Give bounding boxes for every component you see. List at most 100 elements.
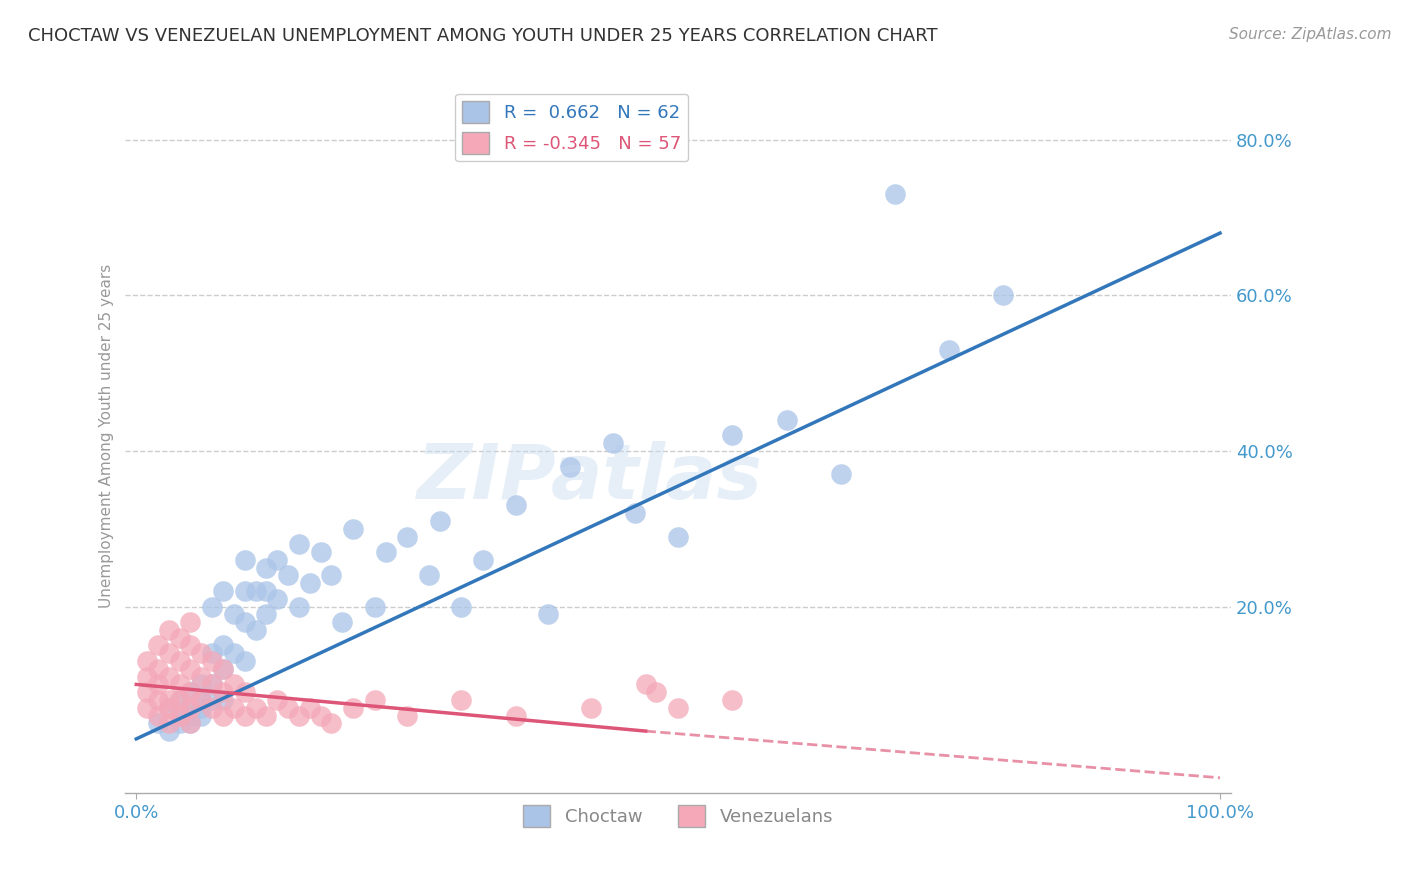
Point	[190, 670, 212, 684]
Point	[222, 700, 245, 714]
Point	[201, 677, 224, 691]
Point	[136, 654, 159, 668]
Point	[179, 716, 201, 731]
Point	[602, 436, 624, 450]
Point	[429, 514, 451, 528]
Point	[212, 639, 235, 653]
Point	[374, 545, 396, 559]
Point	[254, 708, 277, 723]
Point	[136, 685, 159, 699]
Point	[212, 584, 235, 599]
Point	[721, 428, 744, 442]
Point	[245, 623, 267, 637]
Point	[309, 545, 332, 559]
Point	[321, 568, 343, 582]
Point	[169, 631, 191, 645]
Point	[645, 685, 668, 699]
Point	[321, 716, 343, 731]
Point	[179, 615, 201, 629]
Point	[179, 685, 201, 699]
Point	[558, 459, 581, 474]
Point	[146, 716, 169, 731]
Point	[233, 553, 256, 567]
Point	[190, 700, 212, 714]
Point	[505, 708, 527, 723]
Point	[298, 700, 321, 714]
Point	[212, 693, 235, 707]
Point	[624, 506, 647, 520]
Point	[179, 639, 201, 653]
Point	[309, 708, 332, 723]
Point	[212, 685, 235, 699]
Text: Source: ZipAtlas.com: Source: ZipAtlas.com	[1229, 27, 1392, 42]
Point	[222, 607, 245, 622]
Point	[254, 607, 277, 622]
Point	[666, 530, 689, 544]
Point	[266, 553, 288, 567]
Point	[190, 646, 212, 660]
Point	[233, 685, 256, 699]
Point	[277, 700, 299, 714]
Point	[190, 677, 212, 691]
Point	[190, 693, 212, 707]
Point	[537, 607, 560, 622]
Point	[146, 662, 169, 676]
Point	[233, 584, 256, 599]
Point	[146, 677, 169, 691]
Point	[721, 693, 744, 707]
Point	[190, 693, 212, 707]
Point	[157, 693, 180, 707]
Point	[201, 599, 224, 614]
Point	[179, 662, 201, 676]
Text: CHOCTAW VS VENEZUELAN UNEMPLOYMENT AMONG YOUTH UNDER 25 YEARS CORRELATION CHART: CHOCTAW VS VENEZUELAN UNEMPLOYMENT AMONG…	[28, 27, 938, 45]
Point	[179, 685, 201, 699]
Point	[993, 288, 1015, 302]
Point	[938, 343, 960, 357]
Point	[169, 716, 191, 731]
Point	[364, 693, 387, 707]
Point	[212, 662, 235, 676]
Point	[342, 700, 364, 714]
Point	[157, 700, 180, 714]
Point	[505, 499, 527, 513]
Point	[254, 560, 277, 574]
Point	[157, 646, 180, 660]
Point	[169, 708, 191, 723]
Point	[666, 700, 689, 714]
Point	[201, 700, 224, 714]
Point	[883, 187, 905, 202]
Point	[146, 693, 169, 707]
Point	[157, 670, 180, 684]
Point	[201, 646, 224, 660]
Point	[288, 708, 311, 723]
Point	[581, 700, 603, 714]
Point	[233, 708, 256, 723]
Point	[169, 654, 191, 668]
Text: ZIPatlas: ZIPatlas	[416, 442, 762, 516]
Point	[254, 584, 277, 599]
Point	[266, 591, 288, 606]
Point	[418, 568, 440, 582]
Point	[775, 413, 797, 427]
Point	[169, 677, 191, 691]
Point	[146, 708, 169, 723]
Point	[342, 522, 364, 536]
Point	[330, 615, 353, 629]
Point	[212, 662, 235, 676]
Point	[222, 677, 245, 691]
Point	[288, 599, 311, 614]
Legend: Choctaw, Venezuelans: Choctaw, Venezuelans	[516, 798, 841, 834]
Point	[472, 553, 495, 567]
Point	[179, 708, 201, 723]
Point	[190, 708, 212, 723]
Point	[157, 724, 180, 739]
Point	[157, 716, 180, 731]
Point	[157, 623, 180, 637]
Point	[277, 568, 299, 582]
Point	[136, 700, 159, 714]
Point	[396, 530, 419, 544]
Point	[396, 708, 419, 723]
Point	[634, 677, 657, 691]
Point	[450, 693, 472, 707]
Point	[179, 716, 201, 731]
